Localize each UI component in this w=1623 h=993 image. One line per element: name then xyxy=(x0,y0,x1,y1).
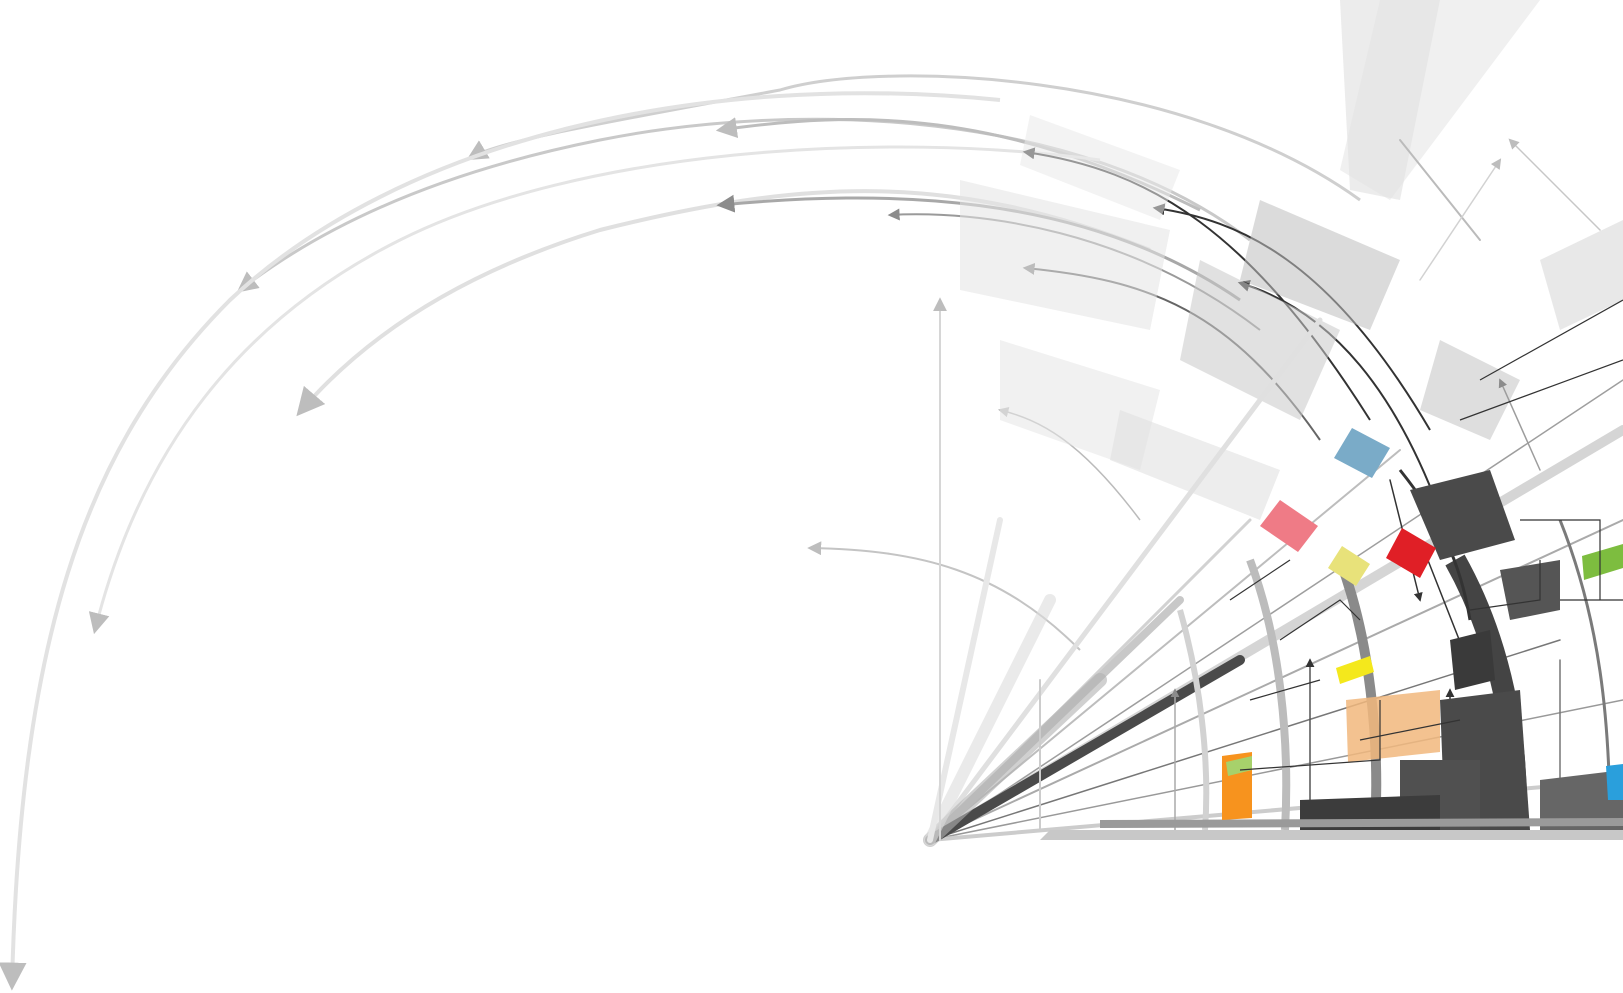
pink-square xyxy=(1260,500,1318,552)
red-square xyxy=(1386,528,1436,578)
beam-line xyxy=(927,317,1323,843)
arc-band xyxy=(1177,609,1210,831)
tan-block xyxy=(1346,690,1440,762)
dark-block xyxy=(1540,770,1623,830)
lime-tag xyxy=(1226,756,1252,776)
dark-block xyxy=(1450,630,1495,690)
dark-block xyxy=(1410,470,1515,560)
beam-line xyxy=(1399,139,1481,241)
beam-line xyxy=(1508,138,1601,231)
beam-line xyxy=(923,673,1107,847)
arc-line xyxy=(1237,280,1451,541)
band-block xyxy=(1110,410,1280,520)
green-bar xyxy=(1582,544,1623,580)
beam-line xyxy=(1419,158,1502,281)
beam-line xyxy=(927,517,1003,843)
circuit-line xyxy=(1520,519,1601,600)
dark-block xyxy=(1040,830,1623,840)
converging-lines xyxy=(923,138,1623,847)
band-block xyxy=(1180,260,1340,420)
yellow-tag xyxy=(1336,656,1374,684)
circuit-line xyxy=(1229,559,1291,601)
band-block xyxy=(1540,220,1623,330)
light-bands xyxy=(960,0,1623,520)
yellow-light-square xyxy=(1328,546,1370,586)
circuit-line xyxy=(1469,560,1541,611)
beam-line xyxy=(1498,378,1541,471)
circuit-line xyxy=(1239,700,1381,771)
sky-blue-block xyxy=(1606,764,1623,800)
dark-blocks xyxy=(1040,470,1623,840)
dark-block xyxy=(1100,818,1623,828)
arc-band xyxy=(1335,558,1382,831)
arc-line xyxy=(88,145,1101,635)
beam-line xyxy=(924,594,1056,846)
arc-line xyxy=(807,541,1081,651)
circuit-line xyxy=(1359,719,1461,741)
circuit-line xyxy=(1279,599,1361,641)
accent-squares xyxy=(1222,428,1623,820)
circuit-line xyxy=(1479,299,1623,381)
band-block xyxy=(1020,115,1180,220)
blue-square xyxy=(1334,428,1390,478)
band-block xyxy=(1340,0,1540,200)
band-block xyxy=(960,180,1170,330)
band-block xyxy=(1240,200,1400,330)
circuit-line xyxy=(1249,679,1321,701)
arc-line xyxy=(0,91,1001,991)
circuit-line xyxy=(1459,359,1623,421)
circuit-strokes xyxy=(1229,299,1623,771)
beam-line xyxy=(925,655,1245,845)
band-block xyxy=(1420,340,1520,440)
beam-line xyxy=(929,379,1623,841)
dark-block xyxy=(1500,560,1560,620)
